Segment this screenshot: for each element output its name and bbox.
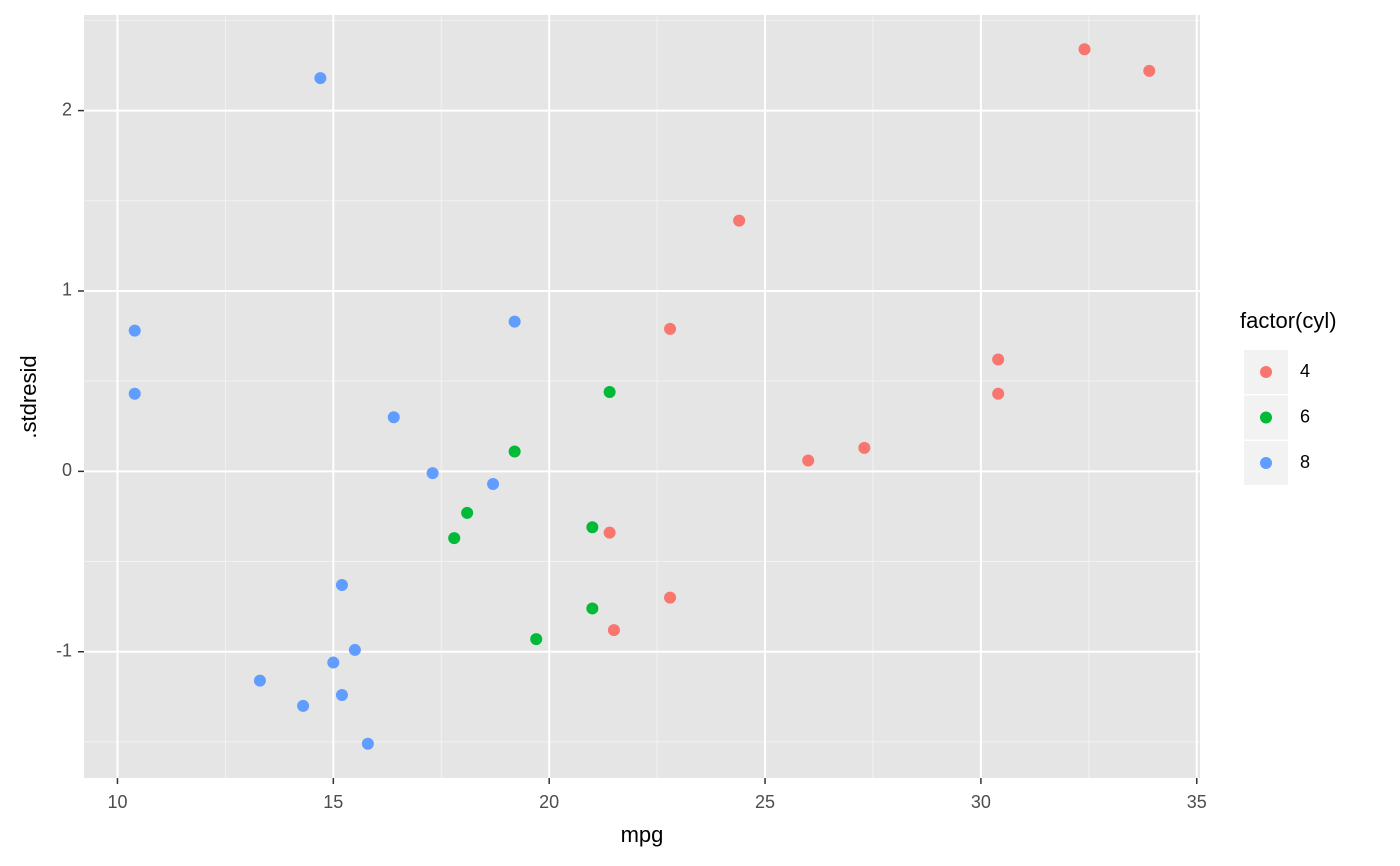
- point: [664, 591, 677, 604]
- y-tick-label: -1: [56, 640, 72, 660]
- y-tick-label: 2: [62, 99, 72, 119]
- point: [603, 385, 616, 398]
- x-tick-label: 35: [1187, 792, 1207, 812]
- point: [1143, 64, 1156, 77]
- y-axis-title: .stdresid: [16, 355, 41, 438]
- x-axis-title: mpg: [621, 822, 664, 847]
- point: [448, 532, 461, 545]
- point: [335, 689, 348, 702]
- point: [992, 353, 1005, 366]
- legend-symbol: [1260, 411, 1272, 424]
- legend-symbol: [1260, 457, 1272, 469]
- point: [733, 214, 746, 227]
- point: [128, 324, 141, 337]
- x-tick-label: 15: [323, 792, 343, 812]
- point: [664, 322, 677, 335]
- point: [530, 633, 543, 646]
- point: [508, 315, 521, 328]
- point: [461, 506, 474, 519]
- point: [603, 526, 616, 539]
- legend-label: 8: [1300, 452, 1310, 472]
- point: [858, 441, 871, 454]
- x-tick-label: 30: [971, 792, 991, 812]
- point: [508, 445, 521, 458]
- point: [128, 387, 141, 400]
- legend-symbol: [1260, 366, 1272, 378]
- legend-title: factor(cyl): [1240, 308, 1337, 333]
- point: [348, 643, 361, 656]
- x-tick-label: 20: [539, 792, 559, 812]
- point: [586, 521, 599, 534]
- point: [607, 624, 620, 637]
- point: [297, 699, 310, 712]
- legend-label: 6: [1300, 406, 1310, 426]
- point: [253, 674, 266, 687]
- y-tick-label: 1: [62, 280, 72, 300]
- point: [387, 411, 400, 424]
- point: [487, 477, 500, 490]
- point: [361, 737, 374, 750]
- x-tick-label: 25: [755, 792, 775, 812]
- legend-label: 4: [1300, 361, 1310, 381]
- point: [327, 656, 340, 669]
- panel: [84, 15, 1200, 778]
- point: [314, 72, 327, 85]
- point: [335, 578, 348, 591]
- point: [426, 467, 439, 480]
- y-tick-label: 0: [62, 460, 72, 480]
- point: [802, 454, 815, 467]
- point: [1078, 43, 1091, 56]
- point: [992, 387, 1005, 400]
- point: [586, 602, 599, 615]
- x-tick-label: 10: [107, 792, 127, 812]
